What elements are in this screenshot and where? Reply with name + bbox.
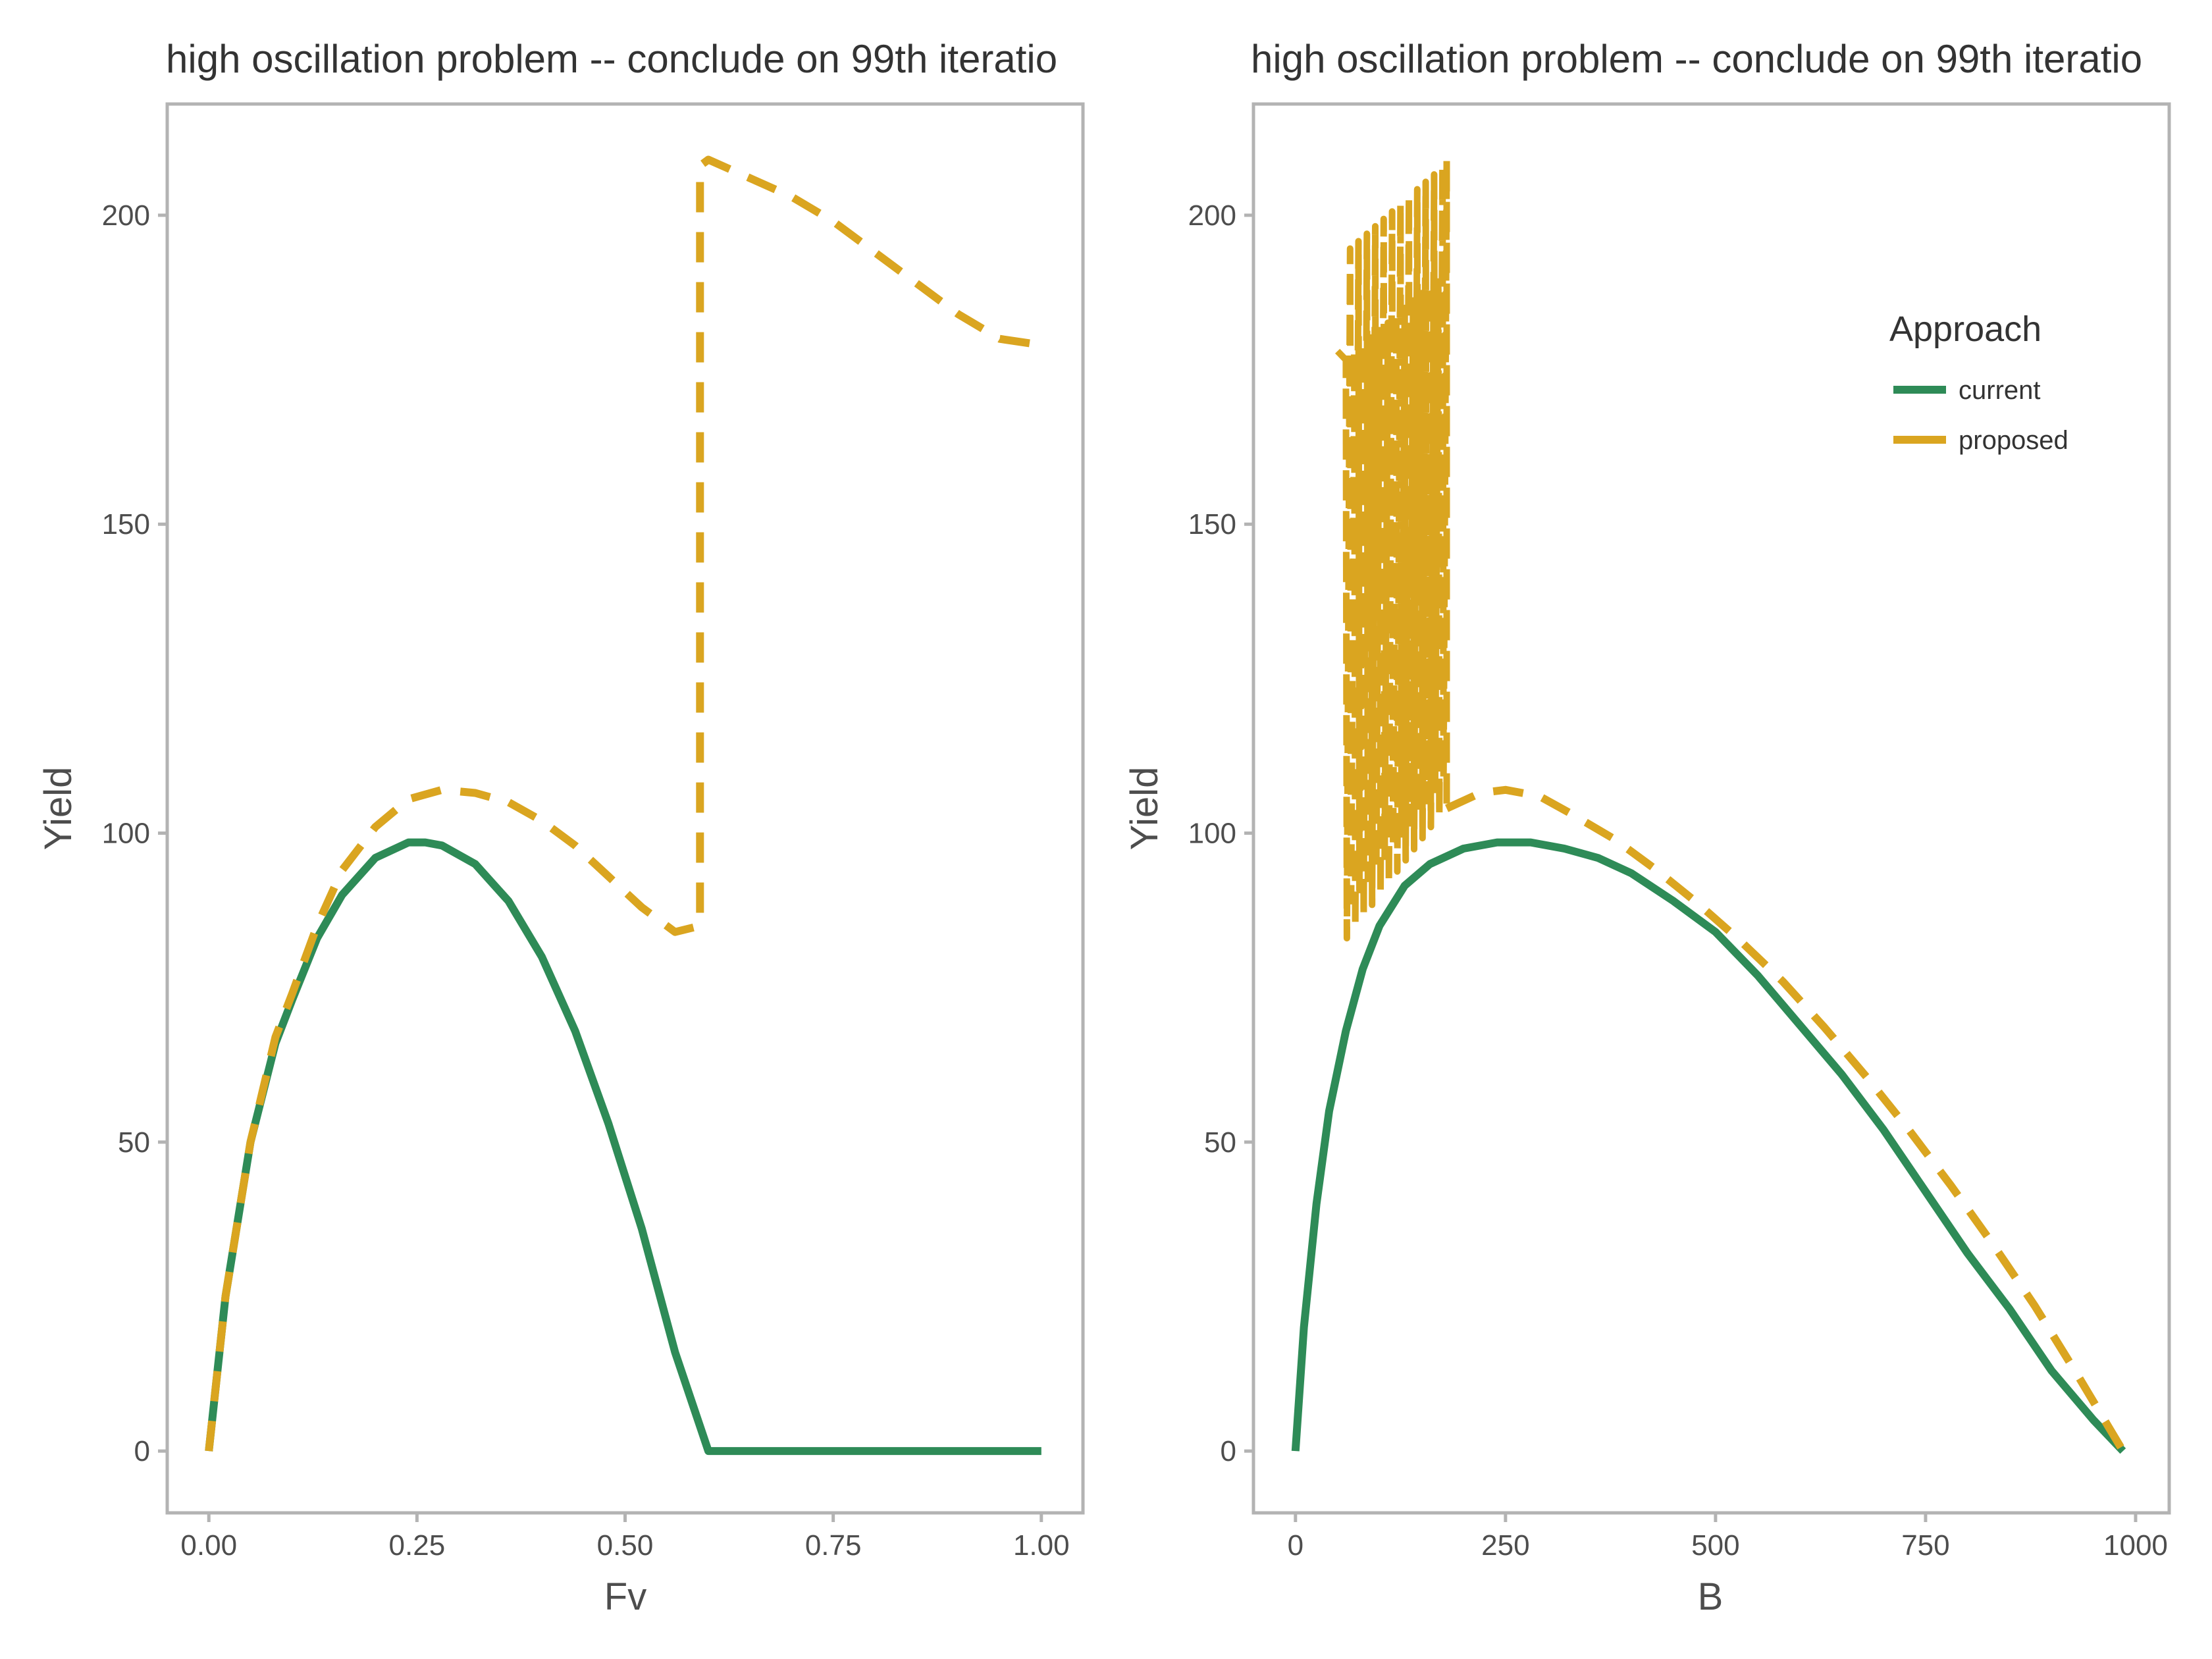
right-y-tick-label: 200 [1188,199,1236,232]
left-y-tick-label: 150 [102,508,150,540]
left-y-tick-label: 0 [134,1435,150,1467]
right-x-tick-label: 250 [1481,1529,1529,1562]
left-x-axis-title: Fv [604,1575,646,1618]
right-panel-title: high oscillation problem -- conclude on … [1251,37,2142,81]
right-x-tick-label: 0 [1288,1529,1304,1562]
right-x-axis-title: B [1698,1575,1724,1618]
right-x-tick-label: 1000 [2103,1529,2168,1562]
left-panel: high oscillation problem -- conclude on … [37,37,1085,1618]
left-y-tick-label: 50 [118,1126,150,1159]
right-panel-border [1251,102,2171,1515]
right-x-ticks: 0 250 500 750 1000 [1288,1513,2168,1562]
left-x-tick-label: 0.50 [597,1529,654,1562]
left-y-axis-title: Yield [37,767,80,851]
legend-label-proposed: proposed [1959,426,2068,455]
right-x-tick-label: 750 [1901,1529,1949,1562]
right-series-current-line [1291,838,2126,1454]
left-series-proposed-line [205,155,1042,1452]
left-x-tick-label: 1.00 [1013,1529,1070,1562]
left-plot-area [205,155,1042,1456]
right-x-tick-label: 500 [1691,1529,1739,1562]
legend-title: Approach [1889,309,2041,349]
legend-label-current: current [1959,376,2041,405]
right-series-proposed-line [1444,785,2126,1454]
right-panel: high oscillation problem -- conclude on … [1123,37,2171,1618]
right-y-ticks: 0 50 100 150 200 [1188,199,1253,1467]
left-y-tick-label: 200 [102,199,150,232]
right-y-tick-label: 0 [1221,1435,1236,1467]
left-x-tick-label: 0.25 [389,1529,446,1562]
legend: Approach current proposed [1889,309,2068,455]
right-plot-area [1291,156,2126,1454]
left-x-tick-label: 0.00 [180,1529,237,1562]
right-y-axis-title: Yield [1123,767,1166,851]
left-y-tick-label: 100 [102,818,150,850]
right-y-tick-label: 100 [1188,818,1236,850]
left-panel-title: high oscillation problem -- conclude on … [166,37,1057,81]
left-y-ticks: 0 50 100 150 200 [102,199,167,1467]
right-y-tick-label: 50 [1204,1126,1236,1159]
left-x-ticks: 0.00 0.25 0.50 0.75 1.00 [180,1513,1070,1562]
right-y-tick-label: 150 [1188,508,1236,540]
right-series-proposed-oscillation [1335,156,1450,942]
left-x-tick-label: 0.75 [805,1529,862,1562]
